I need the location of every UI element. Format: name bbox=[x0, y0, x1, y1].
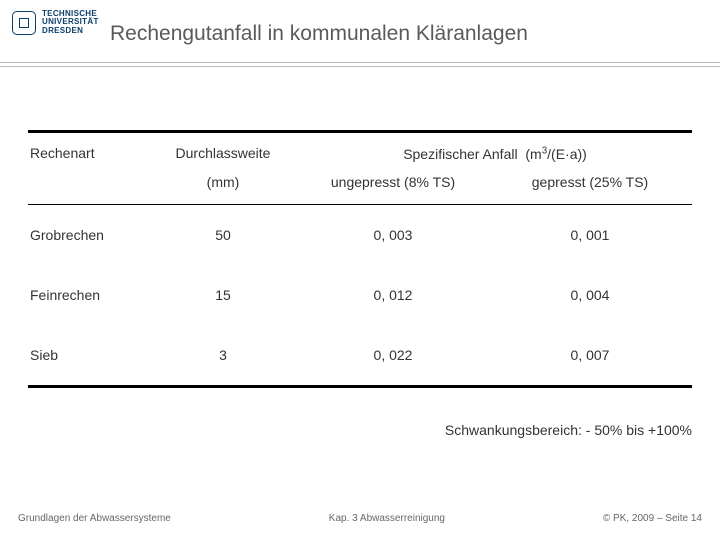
footer-center: Kap. 3 Abwasserreinigung bbox=[329, 513, 445, 524]
university-logo: TECHNISCHE UNIVERSITÄT DRESDEN bbox=[12, 10, 99, 35]
cell-ungepresst: 0, 012 bbox=[298, 287, 488, 303]
header-rule-1 bbox=[0, 62, 720, 63]
th-durchlassweite: Durchlassweite bbox=[148, 145, 298, 161]
logo-mark-icon bbox=[12, 11, 36, 35]
cell-label: Sieb bbox=[28, 347, 148, 363]
cell-mm: 3 bbox=[148, 347, 298, 363]
table-bottom-rule bbox=[28, 385, 692, 388]
footer-right: © PK, 2009 – Seite 14 bbox=[603, 513, 702, 524]
th-gepresst: gepresst (25% TS) bbox=[488, 174, 692, 190]
table-row: Grobrechen 50 0, 003 0, 001 bbox=[28, 205, 692, 265]
th-empty bbox=[28, 174, 148, 190]
cell-label: Feinrechen bbox=[28, 287, 148, 303]
th-mm: (mm) bbox=[148, 174, 298, 190]
cell-gepresst: 0, 004 bbox=[488, 287, 692, 303]
footer-left: Grundlagen der Abwassersysteme bbox=[18, 513, 171, 524]
header-rule-2 bbox=[0, 66, 720, 67]
cell-gepresst: 0, 001 bbox=[488, 227, 692, 243]
logo-inner-square-icon bbox=[19, 18, 29, 28]
th-ungepresst: ungepresst (8% TS) bbox=[298, 174, 488, 190]
cell-ungepresst: 0, 022 bbox=[298, 347, 488, 363]
table-row: Sieb 3 0, 022 0, 007 bbox=[28, 325, 692, 385]
cell-gepresst: 0, 007 bbox=[488, 347, 692, 363]
table-row: Feinrechen 15 0, 012 0, 004 bbox=[28, 265, 692, 325]
page-title: Rechengutanfall in kommunalen Kläranlage… bbox=[110, 22, 528, 46]
fluctuation-note: Schwankungsbereich: - 50% bis +100% bbox=[28, 422, 692, 438]
footer: Grundlagen der Abwassersysteme Kap. 3 Ab… bbox=[18, 513, 702, 524]
table-header-row-1: Rechenart Durchlassweite Spezifischer An… bbox=[28, 133, 692, 168]
logo-text: TECHNISCHE UNIVERSITÄT DRESDEN bbox=[42, 10, 99, 35]
th-spezifischer-anfall: Spezifischer Anfall (m3/(E·a)) bbox=[298, 145, 692, 162]
th-rechenart: Rechenart bbox=[28, 145, 148, 161]
th-spez-text: Spezifischer Anfall (m3/(E·a)) bbox=[403, 146, 587, 162]
cell-label: Grobrechen bbox=[28, 227, 148, 243]
cell-mm: 50 bbox=[148, 227, 298, 243]
logo-line-3: DRESDEN bbox=[42, 27, 99, 35]
table-header-row-2: (mm) ungepresst (8% TS) gepresst (25% TS… bbox=[28, 168, 692, 204]
cell-mm: 15 bbox=[148, 287, 298, 303]
cell-ungepresst: 0, 003 bbox=[298, 227, 488, 243]
slide: TECHNISCHE UNIVERSITÄT DRESDEN Rechengut… bbox=[0, 0, 720, 540]
data-table: Rechenart Durchlassweite Spezifischer An… bbox=[28, 130, 692, 388]
